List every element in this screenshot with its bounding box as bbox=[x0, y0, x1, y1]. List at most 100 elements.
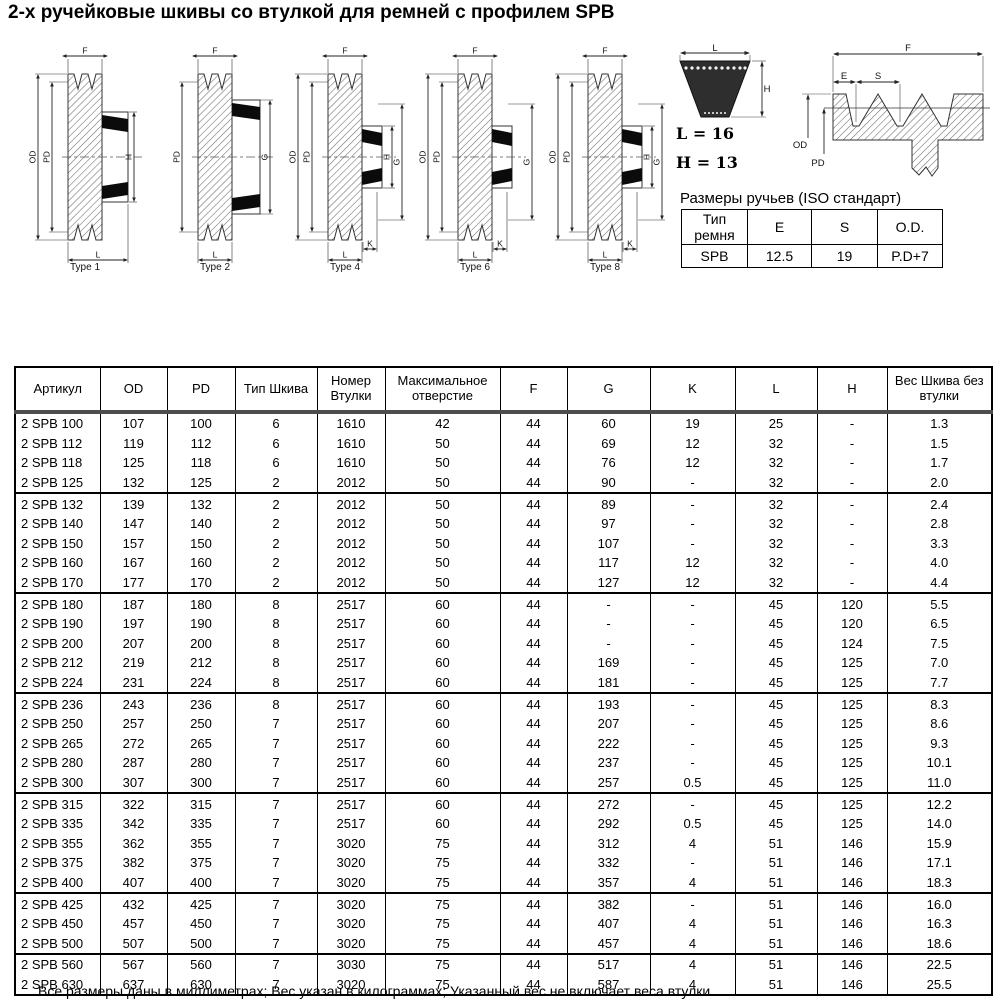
table-cell: 75 bbox=[384, 833, 501, 854]
table-cell: - bbox=[649, 533, 736, 554]
pulley-type-caption: Type 8 bbox=[590, 262, 620, 272]
table-cell: 119 bbox=[99, 433, 168, 454]
table-cell: 75 bbox=[384, 853, 501, 873]
table-cell: 2 SPB 300 bbox=[14, 772, 101, 794]
belt-body bbox=[679, 60, 751, 118]
dimension-label: H bbox=[642, 154, 652, 160]
table-cell: 2 SPB 112 bbox=[14, 433, 101, 454]
table-cell: 16.3 bbox=[886, 913, 993, 934]
table-cell: 44 bbox=[499, 913, 568, 934]
table-cell: 3020 bbox=[316, 833, 386, 854]
table-cell: 237 bbox=[566, 753, 651, 773]
table-cell: 2012 bbox=[316, 553, 386, 573]
table-row: 2 SPB 140 147 140 2 2012 50 44 97-32-2.8 bbox=[14, 513, 993, 534]
table-cell: 197 bbox=[99, 613, 168, 634]
table-cell: 312 bbox=[566, 833, 651, 854]
table-cell: 44 bbox=[499, 533, 568, 554]
table-cell: 170 bbox=[166, 572, 236, 594]
pulley-diagram-type-2: F PD G L Type 2 bbox=[172, 46, 274, 272]
table-cell: - bbox=[649, 692, 736, 714]
table-cell: 45 bbox=[734, 653, 818, 673]
table-cell: 11.0 bbox=[886, 772, 993, 794]
taper-bush-bottom bbox=[102, 182, 128, 199]
table-cell: 60 bbox=[384, 692, 501, 714]
groove-f-label: F bbox=[905, 43, 911, 54]
taper-bush-top bbox=[492, 129, 512, 146]
table-cell: 457 bbox=[566, 933, 651, 955]
table-cell: 2517 bbox=[316, 813, 386, 834]
table-cell: - bbox=[566, 592, 651, 614]
table-cell: 125 bbox=[816, 792, 888, 814]
dimension-label: OD bbox=[548, 151, 558, 164]
table-cell: 50 bbox=[384, 433, 501, 454]
table-row: 2 SPB 170 177 170 2 2012 50 44 127 12 32-4.4 bbox=[14, 572, 993, 594]
table-cell: 51 bbox=[734, 953, 818, 975]
dimension-label: F bbox=[602, 46, 607, 56]
table-cell: - bbox=[649, 672, 736, 694]
table-cell: 2517 bbox=[316, 733, 386, 754]
table-cell: 219 bbox=[99, 653, 168, 673]
table-cell: 2 bbox=[234, 533, 318, 554]
table-cell: - bbox=[649, 633, 736, 654]
table-cell: 257 bbox=[99, 713, 168, 734]
dimension-label: G bbox=[260, 154, 270, 161]
table-cell: 60 bbox=[384, 792, 501, 814]
table-cell: 2012 bbox=[316, 533, 386, 554]
pulley-type-caption: Type 6 bbox=[460, 262, 490, 272]
table-cell: 8 bbox=[234, 692, 318, 714]
column-header: S bbox=[811, 209, 878, 245]
table-cell: - bbox=[816, 492, 888, 514]
table-cell: 630 bbox=[166, 974, 236, 996]
table-cell: - bbox=[649, 472, 736, 494]
table-cell: 2012 bbox=[316, 492, 386, 514]
table-row: 2 SPB 150 157 150 2 2012 50 44 107-32-3.3 bbox=[14, 533, 993, 554]
dimension-label: G bbox=[522, 159, 532, 166]
table-cell: 44 bbox=[499, 974, 568, 996]
table-cell: 75 bbox=[384, 953, 501, 975]
dimension-label: OD bbox=[288, 151, 298, 164]
table-cell: 42 bbox=[384, 412, 501, 434]
table-cell: 15.9 bbox=[886, 833, 993, 854]
table-cell: 118 bbox=[166, 453, 236, 473]
table-cell: 332 bbox=[566, 853, 651, 873]
table-cell: 2 bbox=[234, 472, 318, 494]
table-cell: 60 bbox=[384, 653, 501, 673]
table-cell: 207 bbox=[99, 633, 168, 654]
table-cell: 146 bbox=[816, 933, 888, 955]
table-cell: 32 bbox=[734, 572, 818, 594]
table-cell: - bbox=[566, 613, 651, 634]
table-cell: 236 bbox=[166, 692, 236, 714]
table-cell: 146 bbox=[816, 833, 888, 854]
table-cell: 0.5 bbox=[649, 813, 736, 834]
table-cell: 292 bbox=[566, 813, 651, 834]
table-cell: 44 bbox=[499, 513, 568, 534]
table-cell: 1.7 bbox=[886, 453, 993, 473]
table-cell: 5.5 bbox=[886, 592, 993, 614]
table-cell: 457 bbox=[99, 913, 168, 934]
table-cell: 44 bbox=[499, 833, 568, 854]
table-cell: 45 bbox=[734, 592, 818, 614]
table-cell: - bbox=[649, 492, 736, 514]
table-cell: 300 bbox=[166, 772, 236, 794]
table-cell: 32 bbox=[734, 433, 818, 454]
table-cell: 322 bbox=[99, 792, 168, 814]
table-cell: 307 bbox=[99, 772, 168, 794]
table-cell: 157 bbox=[99, 533, 168, 554]
table-cell: 44 bbox=[499, 613, 568, 634]
table-cell: 2012 bbox=[316, 472, 386, 494]
table-cell: 181 bbox=[566, 672, 651, 694]
table-cell: 2 SPB 425 bbox=[14, 892, 101, 914]
table-cell: 12.2 bbox=[886, 792, 993, 814]
table-cell: 7 bbox=[234, 772, 318, 794]
dimension-label: K bbox=[497, 239, 503, 249]
table-cell: - bbox=[649, 513, 736, 534]
table-cell: 287 bbox=[99, 753, 168, 773]
table-cell: 2517 bbox=[316, 672, 386, 694]
table-row: 2 SPB 125 132 125 2 2012 50 44 90-32-2.0 bbox=[14, 472, 993, 494]
column-header: Вес Шкива без втулки bbox=[886, 367, 993, 414]
table-cell: 45 bbox=[734, 753, 818, 773]
table-cell: 2 bbox=[234, 492, 318, 514]
table-row: 2 SPB 355 362 355 7 3020 75 44 312 4 51 146 15.9 bbox=[14, 833, 993, 854]
table-cell: 125 bbox=[816, 753, 888, 773]
table-cell: 132 bbox=[99, 472, 168, 494]
